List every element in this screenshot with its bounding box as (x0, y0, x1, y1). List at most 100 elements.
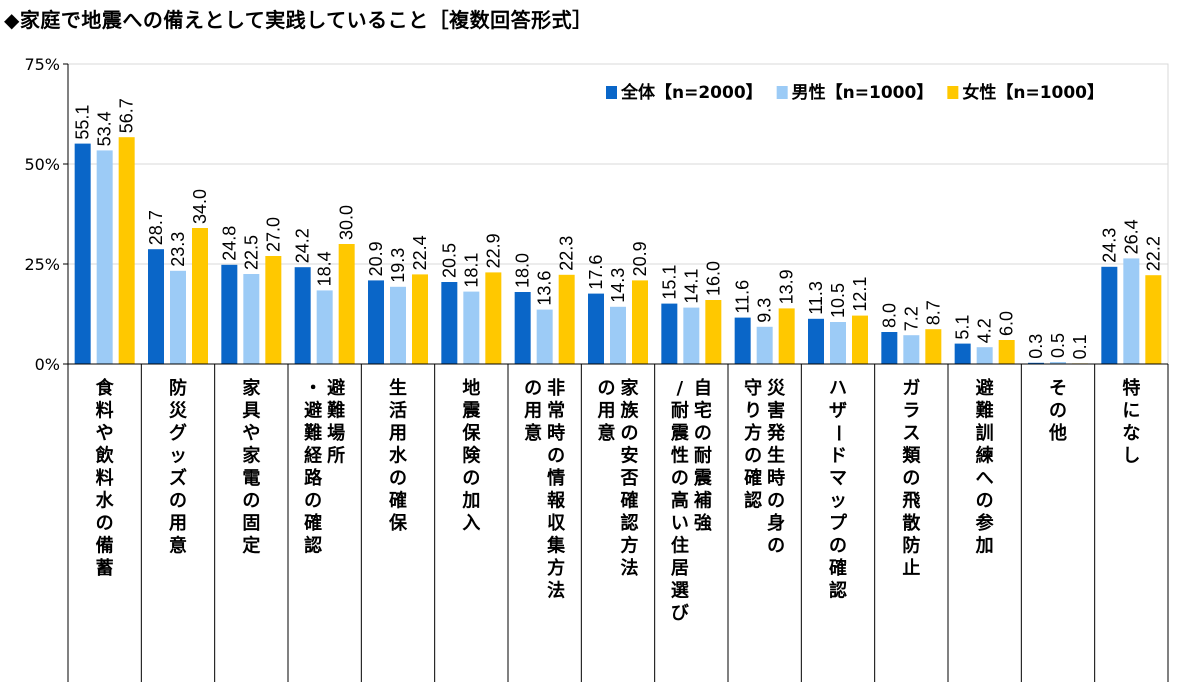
y-tick-label: 25% (24, 255, 60, 274)
category-char: 情 (547, 468, 565, 489)
bars (74, 137, 1162, 364)
bar-female (852, 315, 868, 364)
category-char: 保 (388, 512, 408, 534)
category-char: ッ (169, 446, 187, 467)
legend-swatch-total (606, 86, 617, 99)
category-char: 時 (547, 423, 565, 444)
bar-total (368, 280, 384, 364)
bar-total (441, 282, 458, 364)
axes: 0% 25% 50% 75% (24, 55, 1169, 682)
category-char: の (976, 491, 994, 512)
category-char: の (621, 423, 639, 444)
category-char: 意 (598, 422, 616, 444)
category-char: 避 (976, 377, 994, 399)
bar-total (514, 292, 531, 364)
bar-female (632, 280, 648, 364)
category-char: へ (976, 468, 994, 489)
category-char: の (598, 378, 616, 399)
category-char: 方 (744, 422, 762, 444)
data-labels: 55.1 28.7 24.8 24.2 20.9 20.5 18.0 17.6 15.1 11.6… (73, 98, 1164, 359)
category-char: 収 (547, 513, 566, 534)
category-char: や (242, 423, 260, 444)
category-char: 住 (671, 535, 689, 557)
category-char: の (744, 446, 762, 467)
data-label-total: 20.9 (366, 241, 386, 276)
data-label-female: 22.4 (410, 235, 430, 270)
category-char: 加 (461, 491, 480, 512)
y-tick-label: 50% (24, 155, 60, 174)
data-label-total: 24.2 (293, 228, 313, 263)
legend-label-total: 全体【n=2000】 (620, 82, 763, 103)
bar-total (881, 332, 898, 364)
category-char: 確 (621, 490, 639, 512)
data-label-male: 14.1 (681, 269, 701, 304)
category-char: 確 (389, 490, 407, 512)
y-tick-label: 0% (35, 355, 60, 374)
data-label-male: 19.3 (388, 248, 408, 283)
category-char: 難 (976, 400, 994, 422)
data-label-female: 0.1 (1070, 334, 1090, 359)
bar-female (925, 329, 942, 364)
data-label-male: 14.3 (608, 268, 628, 303)
data-label-male: 18.4 (315, 251, 335, 286)
category-char: 険 (462, 445, 481, 467)
bar-female (485, 272, 502, 364)
category-char: 加 (975, 536, 994, 557)
category-char: 経 (304, 445, 323, 467)
category-char: マ (829, 468, 847, 489)
data-label-male: 18.1 (461, 253, 481, 288)
category-char: 守 (744, 377, 762, 399)
category-char: ス (902, 423, 920, 444)
category-char: 用 (598, 401, 616, 422)
data-label-female: 6.0 (997, 311, 1017, 336)
category-char: 確 (829, 557, 847, 579)
category-char: 生 (767, 445, 785, 467)
category-char: り (744, 401, 762, 422)
data-label-female: 8.7 (923, 300, 943, 325)
category-label: その他 (1048, 378, 1067, 444)
category-char: 震 (462, 401, 481, 422)
legend-swatch-female (947, 86, 959, 99)
category-char: 食 (95, 377, 115, 399)
category-char: 路 (304, 467, 323, 489)
category-char: 強 (694, 512, 712, 534)
category-char: 防 (902, 535, 920, 557)
category-char: ガ (902, 378, 920, 399)
bar-male (243, 274, 260, 364)
category-char: 選 (671, 581, 689, 602)
category-char: の (767, 491, 785, 512)
bar-total (1028, 362, 1044, 364)
bar-total (74, 143, 91, 364)
category-char: な (1122, 423, 1140, 444)
category-char: 備 (96, 535, 114, 557)
category-char: ズ (169, 467, 187, 489)
category-labels: 食料や飲料水の備蓄防災グッズの用意家具や家電の固定避難場所・避難経路の確認生活用… (95, 377, 1141, 624)
category-char: 電 (242, 468, 260, 489)
bar-female (998, 340, 1015, 364)
category-char: 地 (462, 377, 480, 399)
category-char: 家 (242, 445, 261, 467)
category-char: 認 (829, 580, 847, 602)
bar-total (954, 343, 971, 364)
category-char: 止 (902, 557, 920, 579)
category-char: 類 (901, 446, 921, 467)
y-tick-label: 75% (24, 55, 60, 74)
category-char: の (242, 491, 260, 512)
category-char: ッ (829, 491, 847, 512)
bar-male (683, 307, 700, 364)
category-char: 用 (524, 401, 542, 422)
category-char: 散 (902, 512, 921, 534)
data-label-total: 24.3 (1099, 228, 1119, 263)
category-char: の (169, 491, 187, 512)
category-char: 害 (767, 400, 785, 422)
category-char: 生 (389, 377, 407, 399)
category-char: 料 (96, 400, 114, 422)
bar-total (661, 303, 678, 364)
data-label-female: 27.0 (263, 217, 283, 252)
category-char: 法 (621, 557, 639, 579)
bar-female (1145, 275, 1162, 364)
